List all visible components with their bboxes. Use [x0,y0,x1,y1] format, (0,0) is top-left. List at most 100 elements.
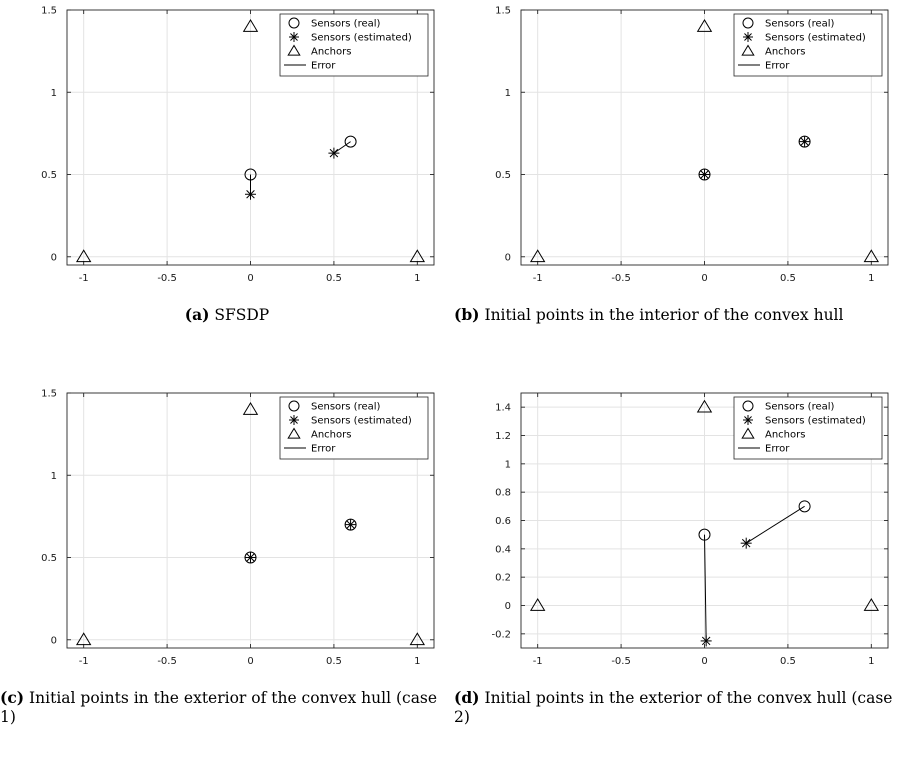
subplot-d: -1 -0.5 0 0.5 1 -0.2 0 0.2 0.4 0.6 0.8 1 1.2 1.4 Senso… [454,383,908,766]
x-tick-label-1: -0.5 [157,273,177,284]
y-tick-label-1: 0 [505,601,511,612]
legend-anchor-marker [741,427,755,439]
caption-a: (a) SFSDP [0,305,454,325]
subplot-b: -1 -0.5 0 0.5 1 0 0.5 1 1.5 Sensors (real) Sensors… [454,0,908,383]
caption-a-label: (a) [184,305,210,324]
y-tick-label-8: 1.4 [495,403,511,414]
legend-real-marker [742,17,754,29]
anchor-marker-1 [696,399,713,413]
y-tick-label-6: 1 [505,459,511,470]
legend-label-2: Anchors [311,47,351,58]
sensor-estimated-marker-0 [245,552,256,564]
legend: Sensors (real) Sensors (estimated) Anchors… [279,396,429,460]
sensor-real-marker-1 [798,500,811,513]
y-tick-label-0: 0 [505,252,511,263]
y-tick-label-0: 0 [51,635,57,646]
x-tick-label-3: 0.5 [326,656,342,667]
x-tick-label-3: 0.5 [780,273,796,284]
x-tick-label-4: 1 [868,656,874,667]
x-tick-label-2: 0 [247,273,253,284]
caption-d-label: (d) [454,688,480,707]
x-tick-label-0: -1 [79,273,89,284]
legend-estimated-marker [289,415,299,425]
legend-label-0: Sensors (real) [311,19,381,30]
y-tick-label-3: 1.5 [495,6,511,17]
anchor-marker-1 [242,18,259,32]
legend: Sensors (real) Sensors (estimated) Anchors… [733,396,883,460]
x-tick-label-1: -0.5 [611,656,631,667]
chart-d: -1 -0.5 0 0.5 1 -0.2 0 0.2 0.4 0.6 0.8 1 1.2 1.4 Senso… [491,392,889,667]
y-tick-label-2: 1 [51,471,57,482]
y-tick-label-5: 0.8 [495,488,511,499]
legend-label-2: Anchors [765,430,805,441]
y-tick-label-0: -0.2 [491,629,511,640]
x-tick-label-4: 1 [414,656,420,667]
anchor-marker-1 [242,401,259,415]
legend: Sensors (real) Sensors (estimated) Anchors… [279,13,429,77]
anchor-marker-2 [863,598,880,611]
caption-d-text: Initial points in the exterior of the co… [454,689,893,726]
anchor-marker-2 [409,632,426,646]
caption-c: (c) Initial points in the exterior of th… [0,688,454,727]
y-tick-label-3: 1.5 [41,389,57,400]
caption-a-text: SFSDP [214,306,270,324]
legend-anchor-marker [287,427,301,439]
x-tick-label-1: -0.5 [611,273,631,284]
anchor-marker-0 [75,632,92,646]
error-line-0 [704,534,707,641]
legend-label-0: Sensors (real) [311,402,381,413]
y-tick-label-2: 0.2 [495,573,511,584]
sensor-estimated-marker-0 [699,169,710,181]
caption-b-text: Initial points in the interior of the co… [484,306,844,324]
subplot-a: -1 -0.5 0 0.5 1 0 0.5 1 1.5 Sensors (real) Sensors… [0,0,454,383]
y-tick-label-2: 1 [505,88,511,99]
legend-box [279,396,429,460]
sensor-estimated-marker-1 [740,537,752,549]
y-tick-label-0: 0 [51,252,57,263]
legend-label-1: Sensors (estimated) [311,33,412,44]
caption-b: (b) Initial points in the interior of th… [454,305,908,325]
y-tick-label-4: 0.6 [495,516,511,527]
sensor-real-marker-0 [698,528,711,541]
legend-anchor-marker [741,44,755,56]
y-tick-label-7: 1.2 [495,431,511,442]
x-tick-label-0: -1 [533,656,543,667]
sensor-estimated-marker-0 [245,188,256,200]
legend-anchor-marker [287,44,301,56]
anchor-marker-2 [409,249,426,263]
legend-label-0: Sensors (real) [765,402,835,413]
legend-label-3: Error [311,444,336,455]
legend-label-1: Sensors (estimated) [311,416,412,427]
legend-label-2: Anchors [765,47,805,58]
x-tick-label-2: 0 [247,656,253,667]
x-tick-label-4: 1 [414,273,420,284]
x-tick-label-1: -0.5 [157,656,177,667]
x-tick-label-4: 1 [868,273,874,284]
sensor-estimated-marker-1 [345,519,357,531]
error-line-1 [745,505,805,544]
x-tick-label-0: -1 [79,656,89,667]
caption-b-label: (b) [454,305,480,324]
sensor-real-marker-0 [244,168,257,181]
legend-estimated-marker [743,32,753,42]
x-tick-label-3: 0.5 [780,656,796,667]
legend: Sensors (real) Sensors (estimated) Anchors… [733,13,883,77]
legend-label-3: Error [765,61,790,72]
legend-label-3: Error [765,444,790,455]
y-tick-label-3: 1.5 [41,6,57,17]
legend-label-2: Anchors [311,430,351,441]
anchor-marker-2 [863,249,880,263]
x-tick-label-0: -1 [533,273,543,284]
anchor-marker-0 [75,249,92,263]
anchor-marker-0 [529,598,546,611]
caption-d: (d) Initial points in the exterior of th… [454,688,908,727]
caption-c-label: (c) [0,688,25,707]
legend-real-marker [742,400,754,412]
y-tick-label-1: 0.5 [41,170,57,181]
y-tick-label-1: 0.5 [41,553,57,564]
error-line-1 [333,141,351,154]
sensor-estimated-marker-0 [700,635,712,647]
